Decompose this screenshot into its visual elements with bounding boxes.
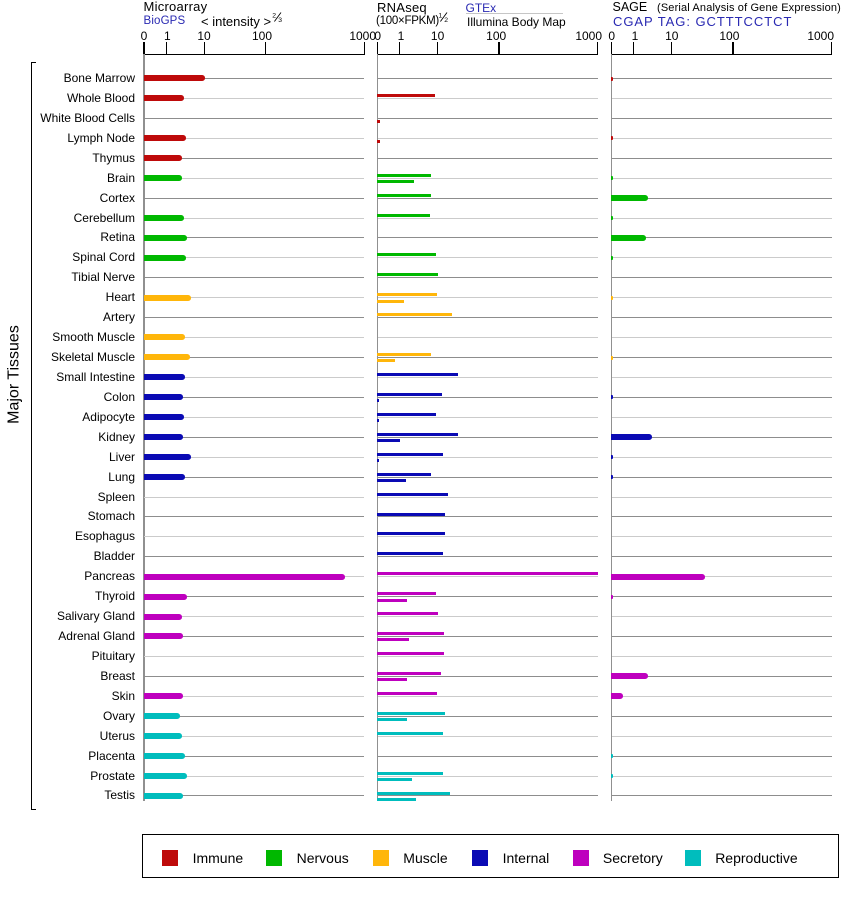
svg-text:2: 2 <box>444 17 448 22</box>
svg-text:3: 3 <box>278 17 282 22</box>
svg-text:1: 1 <box>438 13 442 20</box>
svg-text:2: 2 <box>272 13 276 20</box>
